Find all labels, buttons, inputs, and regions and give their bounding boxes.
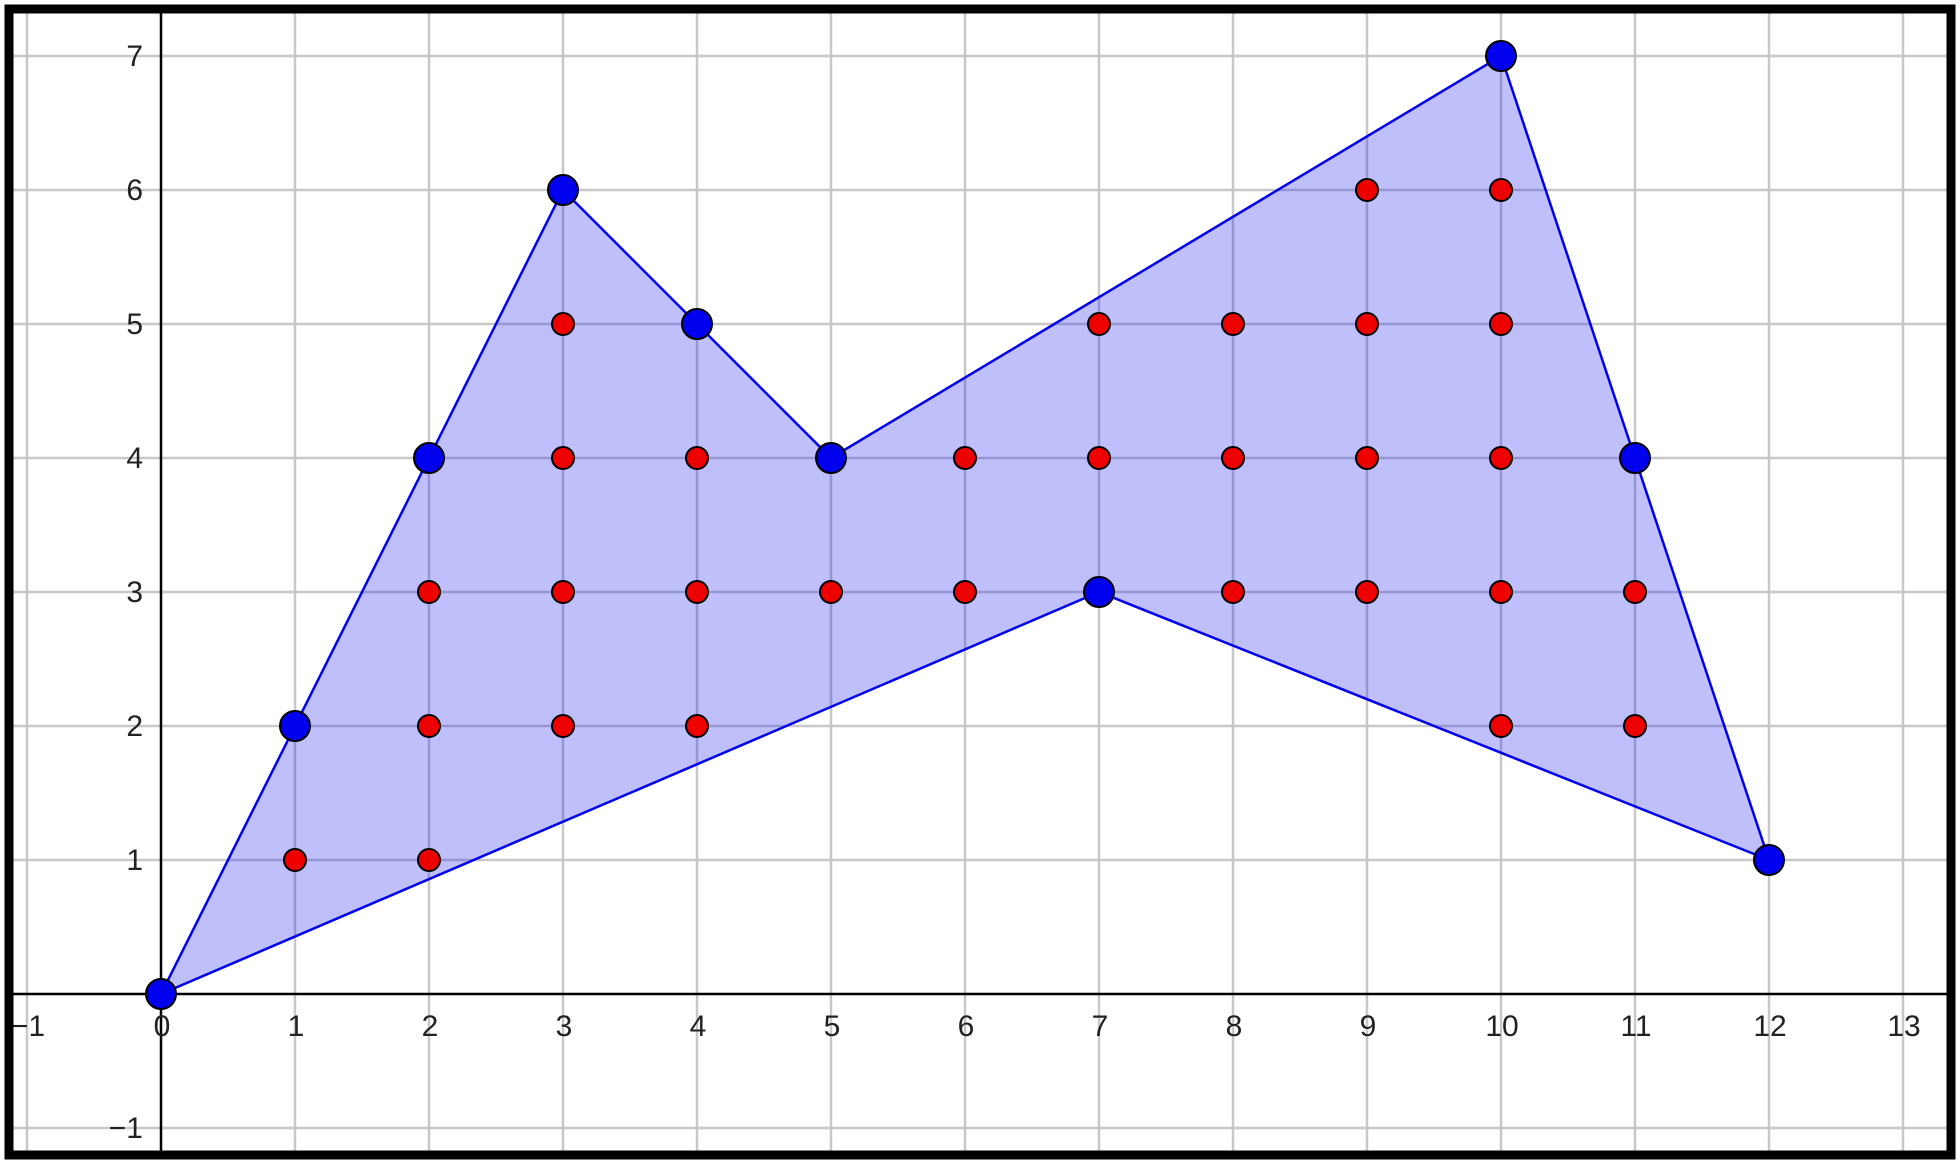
- interior-lattice-point: [685, 714, 709, 738]
- interior-lattice-point: [1087, 312, 1111, 336]
- interior-lattice-point: [819, 580, 843, 604]
- interior-lattice-point: [953, 580, 977, 604]
- axes: [9, 9, 1951, 1155]
- plot-frame: [4, 4, 1956, 1160]
- polygon-vertex: [1485, 40, 1517, 72]
- x-tick-label: −1: [11, 1010, 45, 1043]
- x-tick-label: 9: [1360, 1010, 1377, 1043]
- y-tick-label: −1: [109, 1112, 143, 1145]
- interior-lattice-point: [685, 580, 709, 604]
- x-tick-label: 5: [824, 1010, 841, 1043]
- interior-lattice-point: [1221, 312, 1245, 336]
- x-tick-label: 6: [958, 1010, 975, 1043]
- x-tick-label: 3: [556, 1010, 573, 1043]
- interior-lattice-points: [283, 178, 1647, 872]
- interior-lattice-point: [1623, 580, 1647, 604]
- interior-lattice-point: [1623, 714, 1647, 738]
- interior-lattice-point: [283, 848, 307, 872]
- interior-lattice-point: [551, 446, 575, 470]
- polygon-vertex: [413, 442, 445, 474]
- x-tick-label: 12: [1753, 1010, 1786, 1043]
- interior-lattice-point: [1221, 446, 1245, 470]
- y-tick-label: 1: [126, 844, 143, 877]
- x-tick-label: 1: [288, 1010, 305, 1043]
- interior-lattice-point: [417, 580, 441, 604]
- polygon-vertex: [1083, 576, 1115, 608]
- y-tick-label: 5: [126, 308, 143, 341]
- x-tick-label: 13: [1887, 1010, 1920, 1043]
- y-tick-label: 2: [126, 710, 143, 743]
- interior-lattice-point: [685, 446, 709, 470]
- interior-lattice-point: [1355, 312, 1379, 336]
- y-tick-label: 7: [126, 40, 143, 73]
- x-tick-label: 2: [422, 1010, 439, 1043]
- interior-lattice-point: [1489, 178, 1513, 202]
- polygon-vertex: [145, 978, 177, 1010]
- polygon-vertex: [547, 174, 579, 206]
- x-tick-label: 4: [690, 1010, 707, 1043]
- interior-lattice-point: [1087, 446, 1111, 470]
- interior-lattice-point: [1489, 446, 1513, 470]
- x-tick-label: 0: [154, 1010, 171, 1043]
- x-tick-label: 7: [1092, 1010, 1109, 1043]
- x-tick-label: 8: [1226, 1010, 1243, 1043]
- interior-lattice-point: [1355, 178, 1379, 202]
- polygon-vertices: [145, 40, 1785, 1010]
- interior-lattice-point: [1489, 714, 1513, 738]
- interior-lattice-point: [953, 446, 977, 470]
- polygon-vertex: [681, 308, 713, 340]
- interior-lattice-point: [1355, 580, 1379, 604]
- interior-lattice-point: [551, 714, 575, 738]
- interior-lattice-point: [551, 312, 575, 336]
- polygon-vertex: [279, 710, 311, 742]
- polygon-vertex: [1753, 844, 1785, 876]
- x-tick-label: 11: [1620, 1010, 1651, 1043]
- interior-lattice-point: [551, 580, 575, 604]
- polygon-vertex: [815, 442, 847, 474]
- interior-lattice-point: [417, 848, 441, 872]
- polygon-vertex: [1619, 442, 1651, 474]
- y-tick-label: 4: [126, 442, 143, 475]
- x-tick-label: 10: [1485, 1010, 1518, 1043]
- interior-lattice-point: [1489, 580, 1513, 604]
- interior-lattice-point: [1355, 446, 1379, 470]
- interior-lattice-point: [417, 714, 441, 738]
- y-tick-label: 6: [126, 174, 143, 207]
- interior-lattice-point: [1221, 580, 1245, 604]
- interior-lattice-point: [1489, 312, 1513, 336]
- y-tick-label: 3: [126, 576, 143, 609]
